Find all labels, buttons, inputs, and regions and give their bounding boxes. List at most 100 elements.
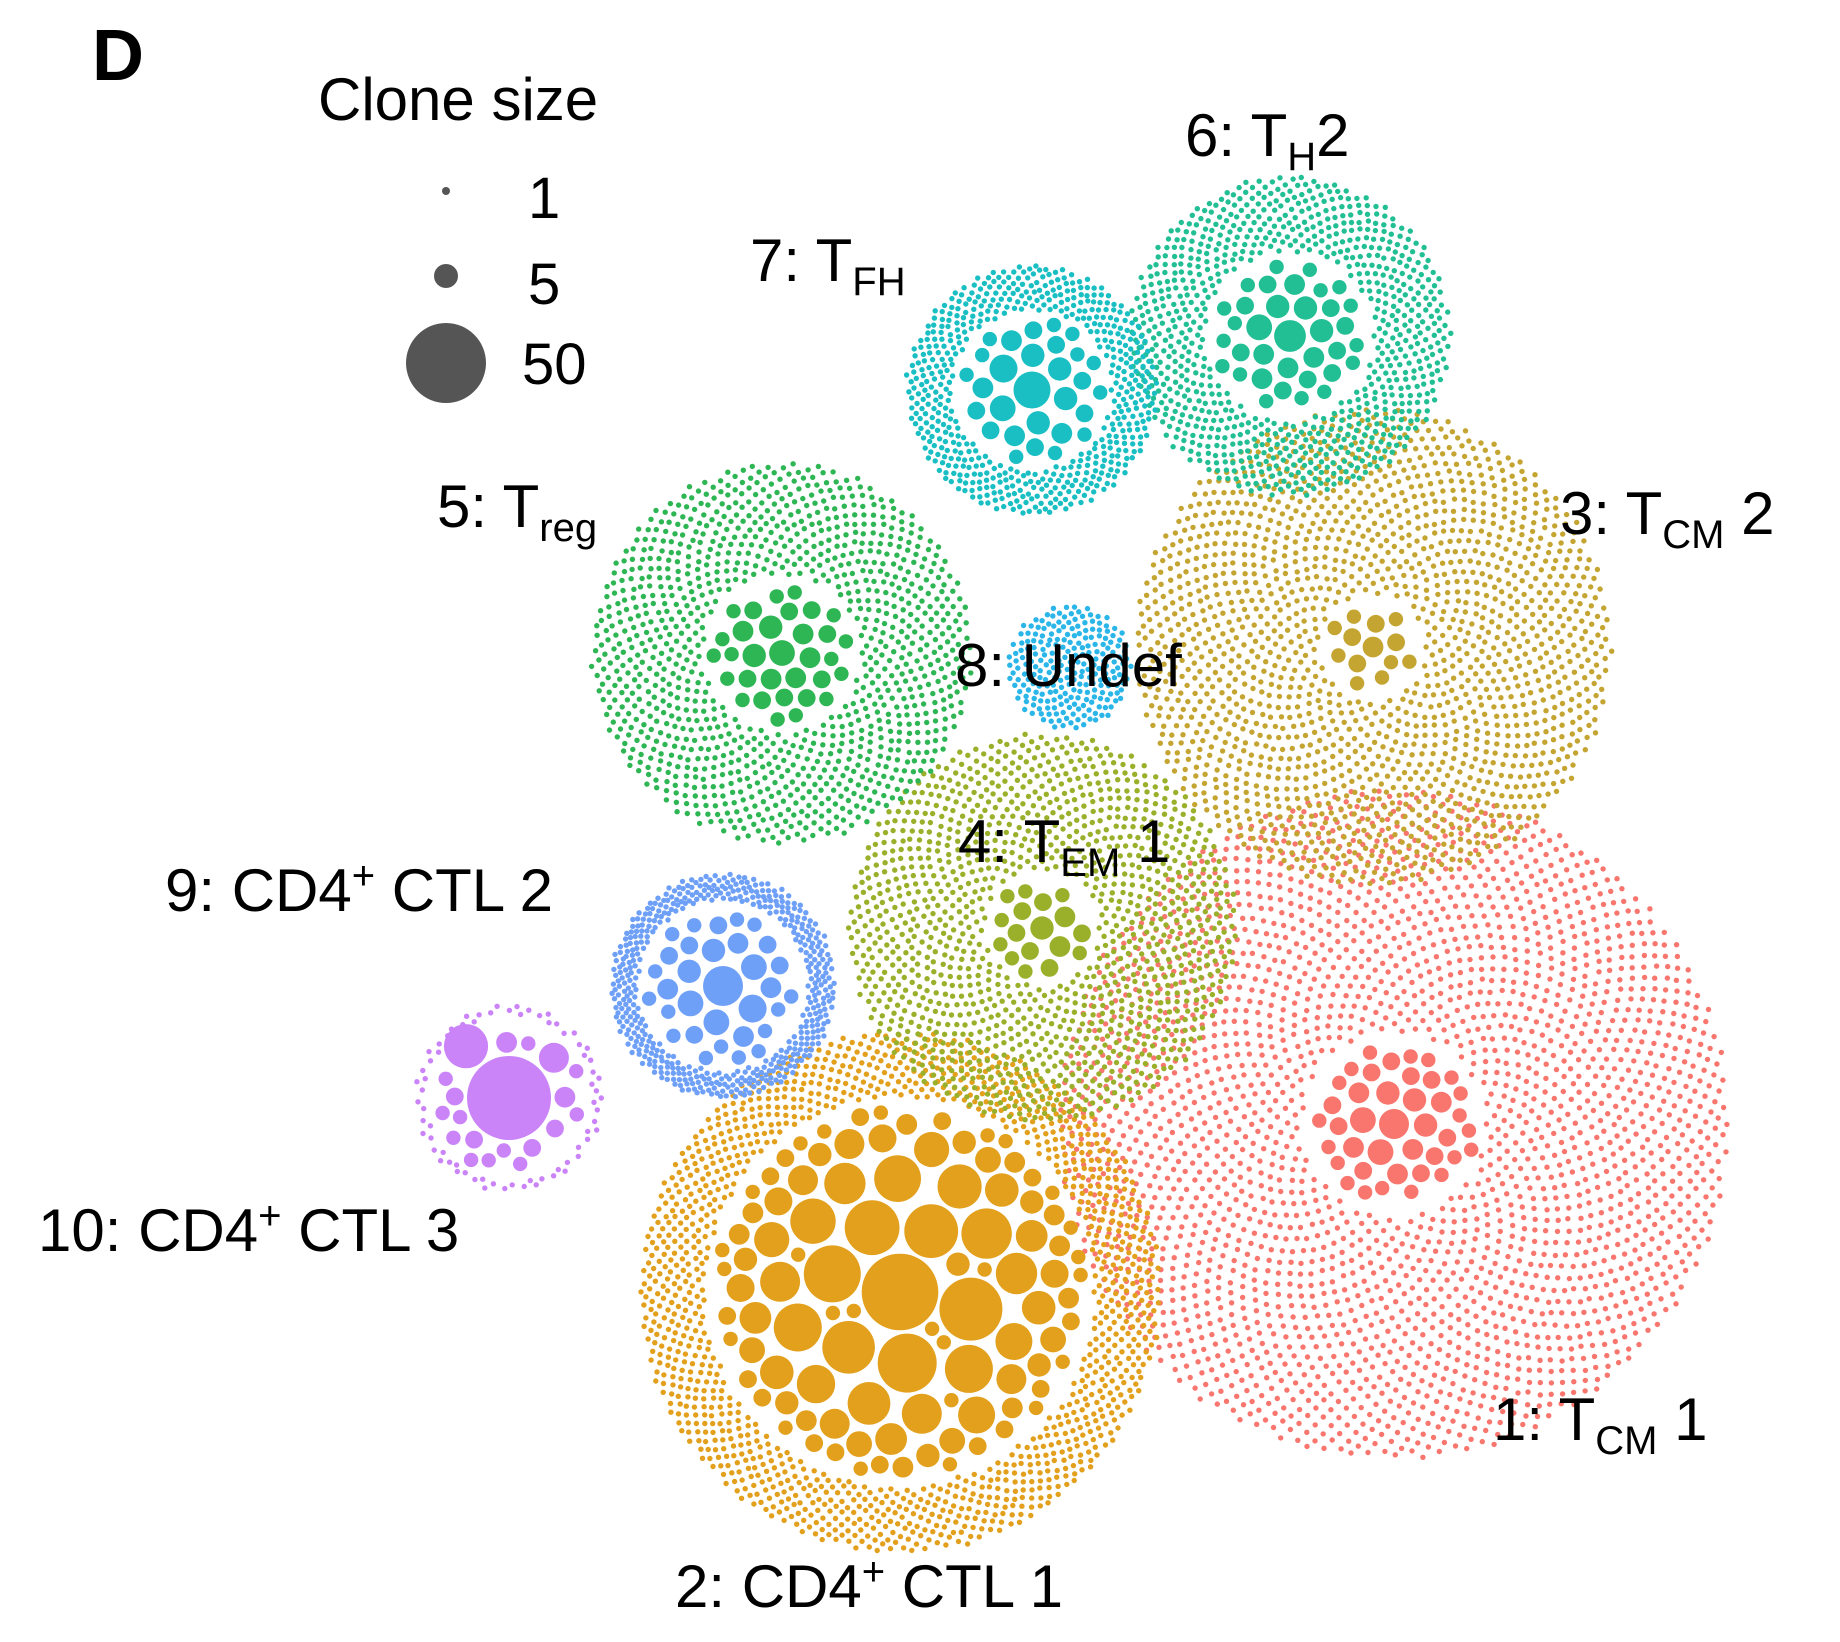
singleton-clone [747,1097,754,1103]
singleton-clone [1357,566,1364,572]
singleton-clone [1520,1236,1526,1242]
singleton-clone [1339,772,1345,779]
singleton-clone [1149,1246,1155,1252]
singleton-clone [745,1132,751,1139]
singleton-clone [1330,718,1336,724]
singleton-clone [890,1499,896,1506]
singleton-clone [1224,1053,1230,1059]
singleton-clone [1305,1397,1312,1404]
clone-bubble [805,1434,824,1452]
singleton-clone [1278,1188,1284,1195]
singleton-clone [1144,1210,1151,1216]
clone-bubble [1344,1061,1359,1077]
singleton-clone [1544,1207,1550,1213]
singleton-clone [1477,873,1483,879]
singleton-clone [1273,568,1279,574]
singleton-clone [1241,1226,1247,1233]
singleton-clone [1491,645,1497,651]
singleton-clone [1287,1281,1293,1287]
singleton-clone [874,1065,880,1071]
singleton-clone [1266,703,1272,709]
singleton-clone [802,1506,808,1513]
singleton-clone [1380,1227,1387,1234]
singleton-clone [1470,569,1476,575]
singleton-clone [1523,1271,1529,1277]
singleton-clone [878,1487,884,1493]
singleton-clone [1278,1377,1285,1384]
singleton-clone [1450,1418,1456,1424]
singleton-clone [1498,695,1504,701]
singleton-clone [1109,1218,1116,1224]
singleton-clone [920,1486,927,1492]
singleton-clone [1557,832,1563,839]
singleton-clone [1347,983,1354,989]
singleton-clone [1365,1449,1371,1456]
singleton-clone [1342,814,1348,820]
singleton-clone [1558,929,1564,935]
clone-bubble [961,1208,1012,1259]
singleton-clone [1094,1140,1100,1147]
singleton-clone [715,1454,722,1461]
singleton-clone [1322,780,1328,787]
singleton-clone [1512,1036,1518,1043]
singleton-clone [1653,963,1660,969]
singleton-clone [1311,1059,1318,1066]
singleton-clone [1484,1331,1490,1338]
singleton-clone [1485,670,1491,676]
singleton-clone [1441,1027,1447,1033]
singleton-clone [1534,1334,1541,1340]
singleton-clone [1438,1332,1444,1339]
singleton-clone [1307,1382,1313,1388]
clone-bubble [853,1461,868,1476]
singleton-clone [1304,1429,1310,1436]
singleton-clone [1046,1484,1052,1491]
singleton-clone [1445,699,1451,705]
singleton-clone [1627,1037,1633,1044]
singleton-clone [1287,1293,1293,1299]
singleton-clone [1551,1130,1557,1137]
singleton-clone [845,1490,852,1496]
singleton-clone [1484,1100,1490,1107]
singleton-clone [1125,1269,1132,1275]
singleton-clone [1704,1056,1711,1063]
singleton-clone [669,1318,675,1325]
singleton-clone [1525,732,1531,739]
singleton-clone [1543,1240,1549,1246]
singleton-clone [914,1504,920,1510]
singleton-clone [922,1527,928,1533]
singleton-clone [1228,1290,1234,1296]
singleton-clone [1330,865,1337,871]
singleton-clone [1366,994,1373,1001]
singleton-clone [1356,774,1363,780]
singleton-clone [1319,825,1326,831]
singleton-clone [1344,488,1350,494]
singleton-clone [1314,535,1321,542]
singleton-clone [660,1380,667,1387]
singleton-clone [649,1252,655,1259]
clone-bubble [847,1382,891,1425]
singleton-clone [1641,964,1647,970]
singleton-clone [1517,563,1524,569]
singleton-clone [1702,1211,1708,1217]
singleton-clone [1575,1057,1582,1063]
singleton-clone [825,1477,831,1484]
singleton-clone [1537,655,1544,661]
singleton-clone [1667,1224,1674,1230]
clone-bubble [1402,654,1417,669]
singleton-clone [1545,674,1552,680]
singleton-clone [1450,1022,1456,1028]
singleton-clone [1445,1352,1452,1359]
singleton-clone [1587,1273,1594,1280]
singleton-clone [1275,1304,1282,1310]
clone-bubble [1049,1235,1070,1257]
singleton-clone [851,1520,857,1527]
singleton-clone [1070,1462,1077,1469]
singleton-clone [1632,1164,1639,1170]
singleton-clone [1130,1349,1136,1355]
singleton-clone [1305,1412,1311,1419]
singleton-clone [783,1104,789,1111]
singleton-clone [1224,1372,1230,1379]
singleton-clone [1214,1376,1220,1383]
singleton-clone [1604,877,1611,883]
singleton-clone [742,1486,748,1492]
